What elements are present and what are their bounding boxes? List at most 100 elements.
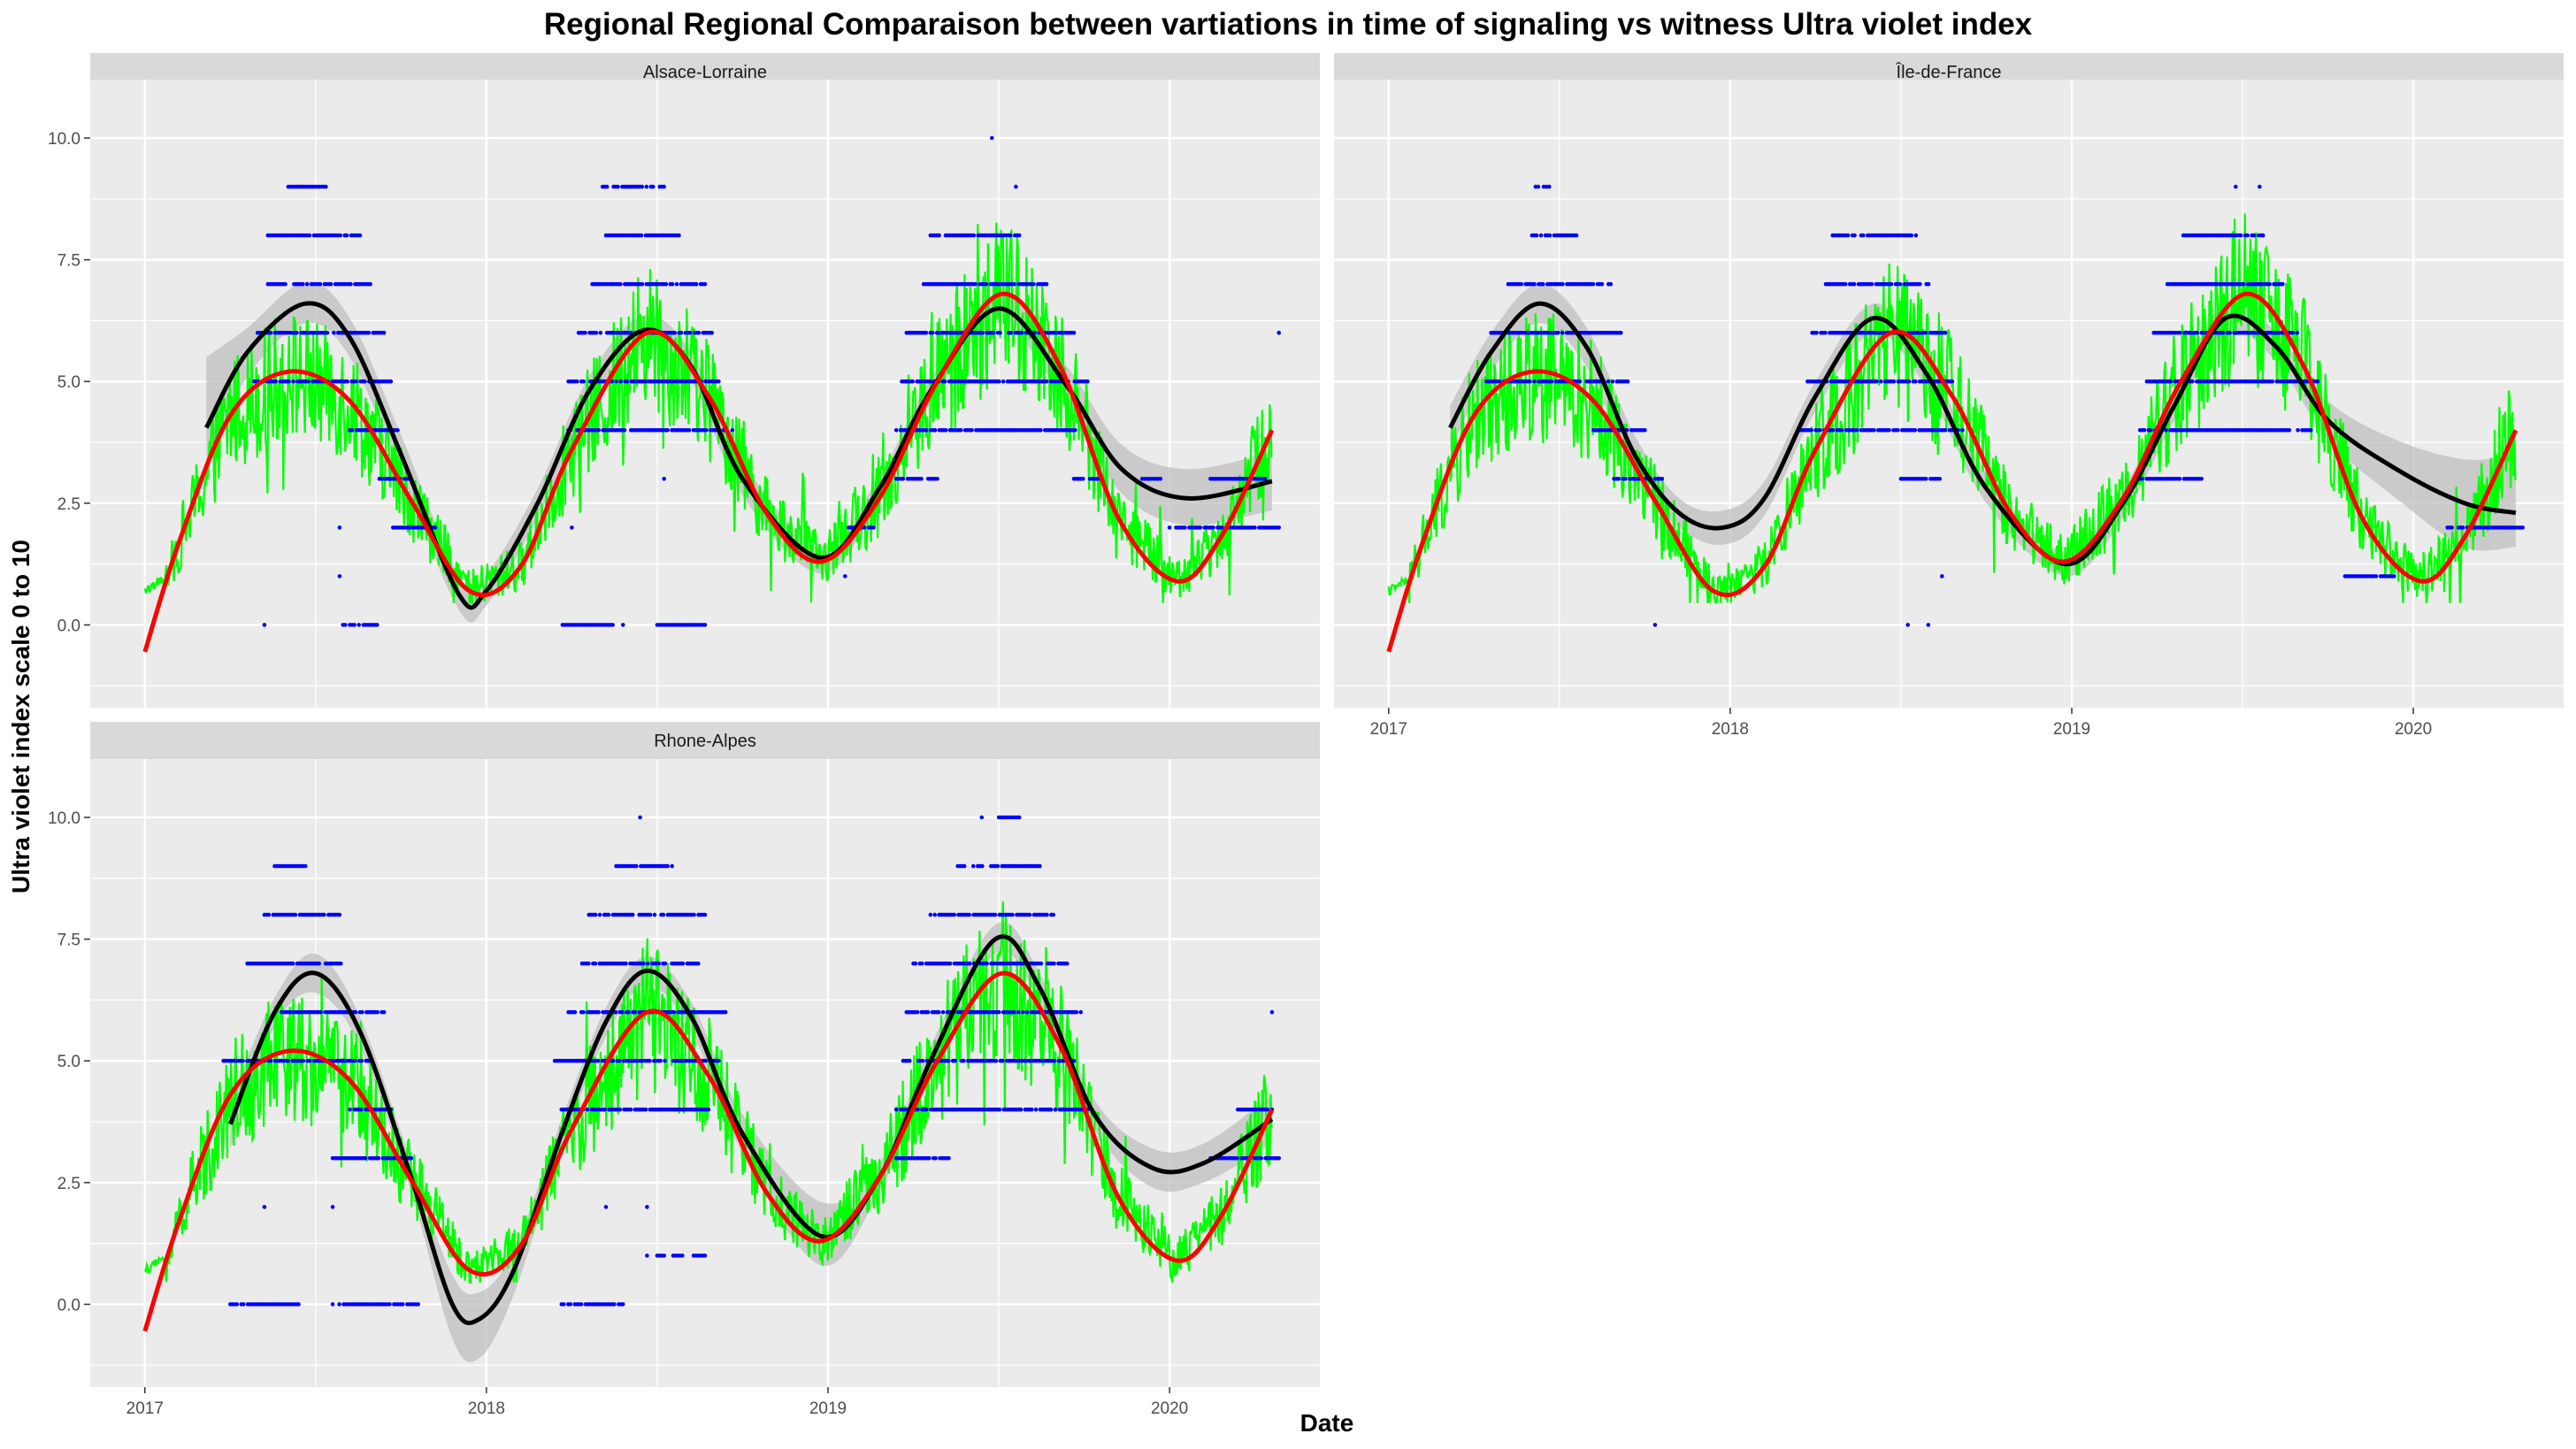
signaling-point <box>626 1009 631 1015</box>
signaling-point <box>871 525 876 530</box>
signaling-point <box>269 1058 273 1063</box>
signaling-point <box>433 525 438 530</box>
signaling-point <box>337 525 342 530</box>
signaling-point <box>603 1205 609 1209</box>
signaling-point <box>998 330 1002 335</box>
signaling-point <box>375 623 380 627</box>
signaling-point <box>625 379 630 384</box>
signaling-point <box>672 330 678 335</box>
signaling-smooth-line <box>1448 301 2517 567</box>
signaling-point <box>597 912 602 917</box>
signaling-point <box>1039 961 1044 966</box>
signaling-point <box>366 330 372 335</box>
signaling-point <box>262 1205 267 1209</box>
signaling-point <box>944 428 948 433</box>
x-tick-label: 2019 <box>2053 720 2090 739</box>
signaling-point <box>241 1058 245 1063</box>
signaling-point <box>641 961 646 966</box>
signaling-point <box>562 1302 566 1307</box>
signaling-point <box>997 1108 1002 1112</box>
signaling-point <box>935 477 939 481</box>
signaling-point <box>661 912 666 917</box>
signaling-point <box>1898 281 1903 287</box>
signaling-point <box>242 1302 246 1307</box>
signaling-point <box>2309 428 2313 433</box>
signaling-point <box>643 1108 648 1112</box>
signaling-point <box>1262 477 1268 481</box>
y-axis-title: Ultra violet index scale 0 to 10 <box>7 540 34 893</box>
signaling-point <box>1854 428 1859 433</box>
signaling-point <box>1074 1009 1079 1015</box>
signaling-point <box>1926 281 1931 287</box>
signaling-point <box>1265 1108 1270 1112</box>
signaling-point <box>1039 428 1043 433</box>
signaling-point <box>663 961 668 966</box>
signaling-point <box>354 379 358 384</box>
signaling-point <box>593 912 598 917</box>
y-tick-label: 0.0 <box>58 617 80 635</box>
plot-area <box>1386 184 2525 653</box>
signaling-point <box>1000 1058 1005 1063</box>
signaling-point <box>338 233 343 238</box>
signaling-point <box>702 281 708 287</box>
signaling-point <box>1547 184 1552 189</box>
signaling-point <box>919 477 924 481</box>
signaling-point <box>925 1009 931 1015</box>
signaling-point <box>2315 379 2320 384</box>
signaling-point <box>1547 233 1552 238</box>
signaling-point <box>680 1254 685 1258</box>
signaling-point <box>353 1009 358 1015</box>
signaling-point <box>1924 477 1928 481</box>
signaling-point <box>1560 330 1565 335</box>
chart-title: Regional Regional Comparaison between va… <box>544 7 2033 42</box>
signaling-point <box>2142 428 2147 433</box>
signaling-point <box>2177 330 2182 335</box>
signaling-point <box>1065 961 1070 966</box>
signaling-point <box>593 961 598 966</box>
signaling-point <box>696 961 701 966</box>
signaling-point <box>1051 912 1056 917</box>
signaling-point <box>674 281 679 287</box>
signaling-point <box>2258 184 2262 189</box>
signaling-point <box>325 330 330 335</box>
signaling-point <box>645 1205 649 1209</box>
signaling-point <box>353 1058 357 1063</box>
signaling-point <box>1078 1009 1083 1015</box>
signaling-point <box>862 525 867 530</box>
signaling-point <box>2234 184 2238 189</box>
signaling-point <box>1008 233 1013 238</box>
signaling-point <box>1038 863 1042 869</box>
signaling-point <box>1610 379 1615 384</box>
signaling-point <box>1073 428 1077 433</box>
signaling-point <box>658 1058 663 1063</box>
signaling-point <box>632 1009 638 1015</box>
signaling-point <box>680 961 686 966</box>
signaling-point <box>1623 477 1628 481</box>
signaling-point <box>1534 233 1539 238</box>
signaling-point <box>940 1009 946 1015</box>
signaling-point <box>363 1156 368 1161</box>
signaling-point <box>1528 379 1532 384</box>
signaling-point <box>924 428 929 433</box>
signaling-point <box>345 379 350 384</box>
signaling-point <box>376 1156 381 1161</box>
signaling-point <box>638 815 642 820</box>
signaling-point <box>1053 1108 1058 1112</box>
signaling-point <box>1606 379 1611 384</box>
signaling-point <box>359 1058 364 1063</box>
y-tick-label: 10.0 <box>48 130 80 149</box>
signaling-point <box>375 1009 380 1015</box>
confidence-band <box>1450 284 2516 577</box>
signaling-point <box>694 281 699 287</box>
signaling-point <box>337 1302 341 1307</box>
signaling-point <box>952 912 956 917</box>
signaling-point <box>706 1108 711 1112</box>
y-tick-label: 7.5 <box>58 252 80 271</box>
signaling-point <box>1918 281 1922 287</box>
signaling-point <box>1660 477 1664 481</box>
signaling-point <box>387 1302 392 1307</box>
facet-panel: Île-de-France 2017 2018 2019 2020 <box>1334 53 2564 739</box>
signaling-point <box>606 912 611 917</box>
signaling-point <box>1874 379 1879 384</box>
y-tick-label: 2.5 <box>58 1175 80 1193</box>
